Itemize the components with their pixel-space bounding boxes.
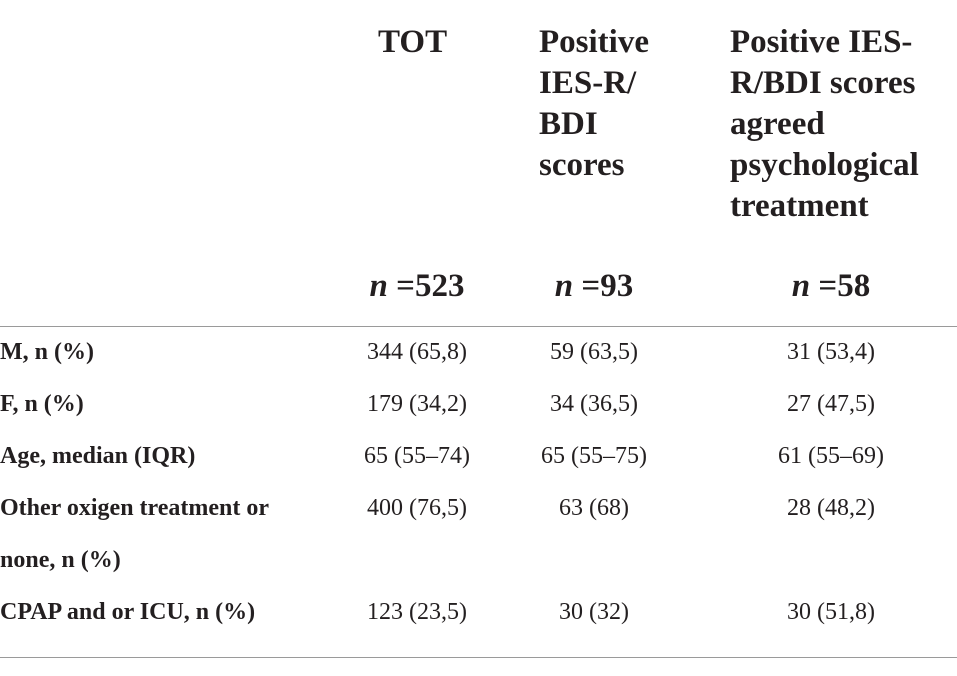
n-symbol: n — [791, 268, 811, 304]
cell-female-positive: 34 (36,5) — [550, 391, 638, 417]
row-label-cpap: CPAP and or ICU, n (%) — [0, 599, 256, 625]
cell-oxygen-agreed: 28 (48,2) — [787, 495, 875, 521]
cell-cpap-tot: 123 (23,5) — [367, 599, 467, 625]
cell-age-agreed: 61 (55–69) — [778, 443, 884, 469]
cell-cpap-agreed: 30 (51,8) — [787, 599, 875, 625]
n-total-value: =523 — [396, 268, 465, 304]
bottom-rule — [0, 657, 957, 658]
cell-cpap-positive: 30 (32) — [559, 599, 629, 625]
n-agreed: n =58 — [792, 266, 870, 306]
row-label-age: Age, median (IQR) — [0, 443, 196, 469]
n-positive: n =93 — [555, 266, 633, 306]
cell-female-tot: 179 (34,2) — [367, 391, 467, 417]
cell-age-tot: 65 (55–74) — [364, 443, 470, 469]
n-agreed-value: =58 — [818, 268, 871, 304]
cell-oxygen-tot: 400 (76,5) — [367, 495, 467, 521]
cell-male-tot: 344 (65,8) — [367, 339, 467, 365]
cell-male-agreed: 31 (53,4) — [787, 339, 875, 365]
header-agreed-treatment: Positive IES-R/BDI scores agreed psychol… — [730, 24, 919, 224]
n-symbol: n — [554, 268, 574, 304]
row-label-male: M, n (%) — [0, 339, 94, 365]
n-total: n =523 — [370, 266, 465, 306]
row-label-oxygen: Other oxigen treatment or — [0, 495, 270, 521]
header-tot: TOT — [378, 24, 448, 60]
row-label-female: F, n (%) — [0, 391, 84, 417]
n-symbol: n — [369, 268, 388, 304]
cell-age-positive: 65 (55–75) — [541, 443, 647, 469]
cell-oxygen-positive: 63 (68) — [559, 495, 629, 521]
top-rule — [0, 326, 957, 327]
n-positive-value: =93 — [581, 268, 634, 304]
row-label-oxygen-cont: none, n (%) — [0, 547, 121, 573]
cell-male-positive: 59 (63,5) — [550, 339, 638, 365]
header-positive-scores: Positive IES-R/ BDI scores — [539, 24, 649, 183]
cell-female-agreed: 27 (47,5) — [787, 391, 875, 417]
